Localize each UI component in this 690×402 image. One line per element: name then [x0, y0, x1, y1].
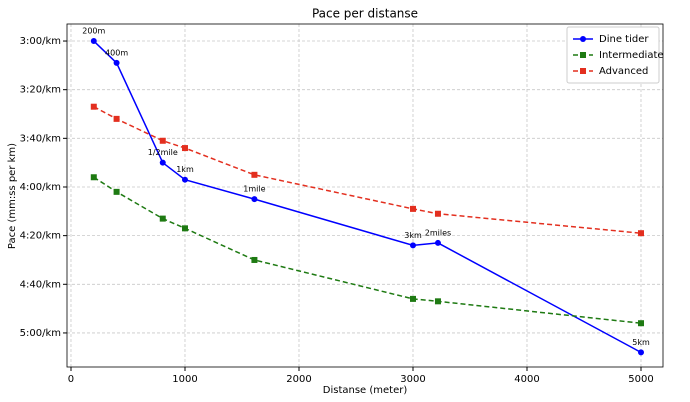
series-line: [93, 40, 642, 354]
x-tick-label: 2000: [286, 374, 311, 385]
point-annotation: 1/2mile: [148, 148, 178, 157]
legend-label: Dine tider: [599, 34, 649, 45]
point-annotation: 3km: [404, 231, 422, 240]
legend-marker: [580, 36, 586, 42]
data-point: [181, 176, 188, 183]
point-annotation: 400m: [105, 48, 128, 57]
y-tick-label: 3:40/km: [20, 133, 61, 144]
plot-frame: [66, 23, 664, 368]
data-point: [90, 38, 97, 45]
data-point: [113, 188, 120, 195]
data-point: [251, 196, 258, 203]
data-point: [113, 59, 120, 66]
chart-title: Pace per distanse: [312, 7, 418, 21]
legend-label: Intermediate: [599, 50, 664, 61]
y-tick-label: 5:00/km: [20, 328, 61, 339]
data-point: [637, 230, 644, 237]
x-tick-label: 4000: [514, 374, 539, 385]
data-point: [90, 174, 97, 181]
x-axis-label: Distanse (meter): [323, 385, 408, 396]
data-point: [409, 242, 416, 249]
x-tick-label: 1000: [172, 374, 197, 385]
y-tick-label: 3:20/km: [20, 85, 61, 96]
legend-marker: [580, 68, 586, 74]
data-point: [181, 145, 188, 152]
y-tick-label: 3:00/km: [20, 36, 61, 47]
data-point: [159, 159, 166, 166]
point-annotation: 1km: [176, 165, 194, 174]
data-point: [409, 295, 416, 302]
data-point: [251, 171, 258, 178]
data-point: [90, 103, 97, 110]
y-tick-label: 4:40/km: [20, 279, 61, 290]
legend: Dine tider Intermediate Advanced: [566, 26, 664, 84]
point-annotation: 2miles: [425, 228, 451, 237]
data-point: [637, 320, 644, 327]
legend-label: Advanced: [599, 66, 648, 77]
data-point: [251, 256, 258, 263]
data-point: [159, 137, 166, 144]
point-annotation: 1mile: [243, 185, 265, 194]
series-line: [93, 106, 642, 234]
y-axis-label: Pace (mm:ss per km): [7, 143, 18, 249]
series-line: [93, 176, 642, 324]
point-annotation: 5km: [632, 338, 650, 347]
data-point: [409, 205, 416, 212]
legend-marker: [580, 52, 586, 58]
y-tick-label: 4:20/km: [20, 231, 61, 242]
x-tick-label: 0: [68, 374, 74, 385]
data-point: [434, 298, 441, 305]
x-tick-label: 3000: [400, 374, 425, 385]
x-tick-label: 5000: [628, 374, 653, 385]
y-tick-label: 4:00/km: [20, 182, 61, 193]
data-point: [434, 239, 441, 246]
legend-box: [566, 26, 660, 84]
data-point: [181, 225, 188, 232]
data-point: [113, 115, 120, 122]
point-annotation: 200m: [82, 27, 105, 36]
data-point: [159, 215, 166, 222]
data-point: [637, 349, 644, 356]
data-point: [434, 210, 441, 217]
